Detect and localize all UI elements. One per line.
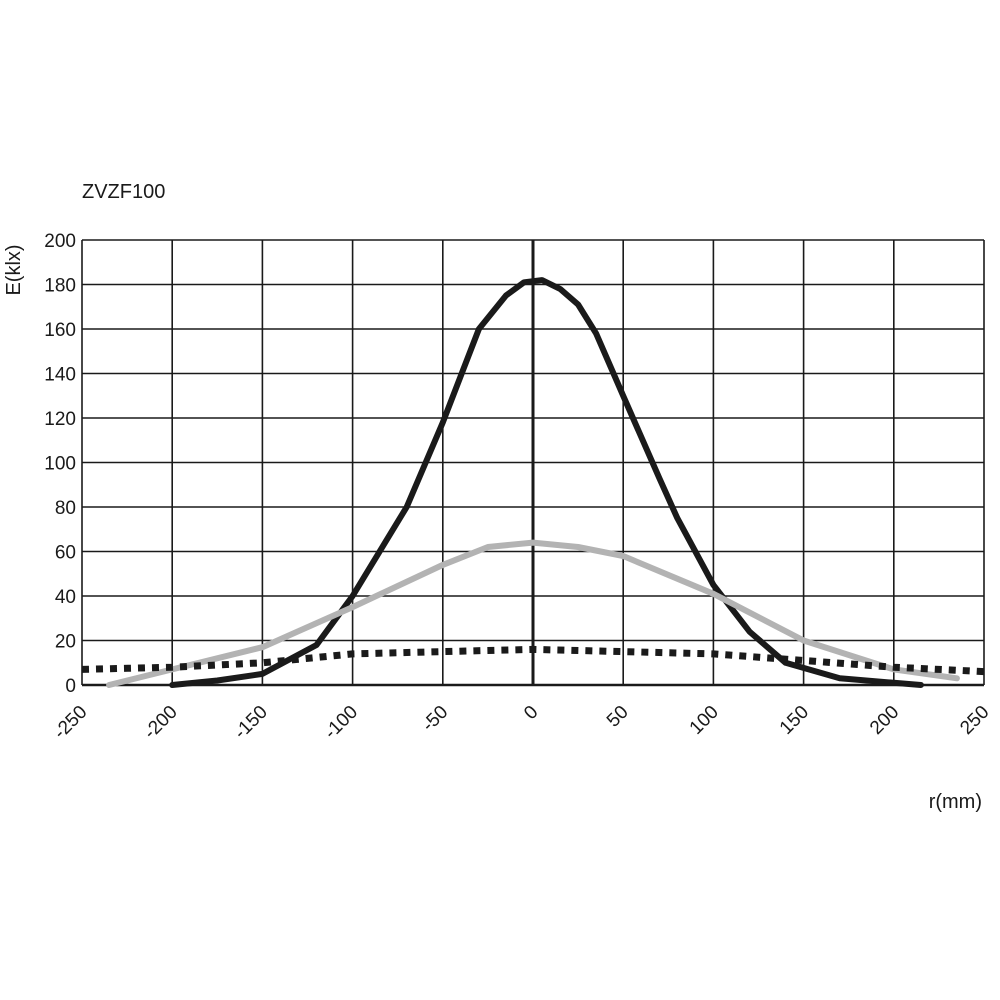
x-tick-label-7: 100 bbox=[686, 702, 723, 739]
chart-title: ZVZF100 bbox=[82, 181, 165, 203]
y-tick-label-6: 120 bbox=[44, 409, 76, 430]
y-axis-label: E(klx) bbox=[3, 244, 25, 295]
x-tick-label-6: 50 bbox=[603, 702, 633, 732]
y-tick-label-8: 160 bbox=[44, 320, 76, 341]
series-layer bbox=[81, 277, 985, 688]
x-tick-label-1: -200 bbox=[140, 702, 182, 744]
y-tick-label-10: 200 bbox=[44, 231, 76, 252]
x-tick-label-9: 200 bbox=[866, 702, 903, 739]
y-tick-label-3: 60 bbox=[55, 543, 76, 564]
y-tick-label-9: 180 bbox=[44, 276, 76, 297]
x-tick-label-5: 0 bbox=[520, 702, 542, 724]
series-line-2 bbox=[81, 645, 985, 676]
y-tick-label-2: 40 bbox=[55, 587, 76, 608]
y-tick-label-7: 140 bbox=[44, 365, 76, 386]
y-tick-label-1: 20 bbox=[55, 632, 76, 653]
series-line-0 bbox=[169, 277, 924, 688]
x-axis-label: r(mm) bbox=[929, 791, 982, 813]
x-tick-label-3: -100 bbox=[320, 702, 362, 744]
x-tick-label-4: -50 bbox=[418, 702, 452, 736]
x-tick-label-10: 250 bbox=[956, 702, 993, 739]
x-tick-label-0: -250 bbox=[50, 702, 92, 744]
y-tick-label-4: 80 bbox=[55, 498, 76, 519]
y-tick-label-5: 100 bbox=[44, 454, 76, 475]
y-tick-label-0: 0 bbox=[65, 676, 76, 697]
x-tick-label-2: -150 bbox=[230, 702, 272, 744]
series-line-1 bbox=[106, 539, 960, 688]
x-tick-label-8: 150 bbox=[776, 702, 813, 739]
grid bbox=[81, 239, 985, 687]
